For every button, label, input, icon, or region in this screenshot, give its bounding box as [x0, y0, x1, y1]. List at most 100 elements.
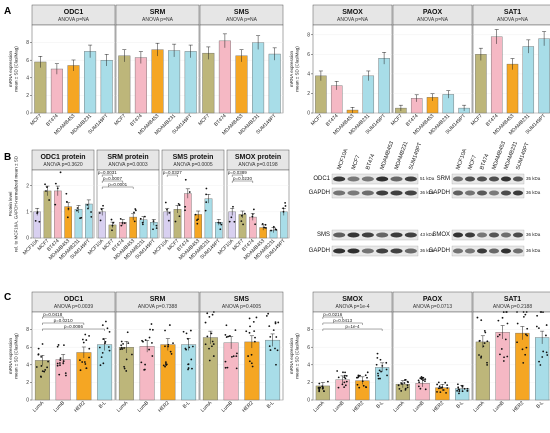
data-point — [466, 387, 469, 390]
data-point — [406, 380, 409, 383]
blot-strip — [451, 187, 525, 199]
y-tick-label: 2 — [26, 380, 29, 386]
bar — [184, 51, 197, 114]
data-point — [102, 204, 104, 207]
data-point — [250, 353, 253, 356]
data-point — [234, 329, 237, 332]
data-point — [83, 361, 86, 363]
data-point — [386, 374, 388, 377]
data-point — [318, 382, 321, 385]
facet-title: PAOX — [423, 9, 443, 16]
x-tick-label: LumA — [116, 400, 130, 414]
data-point — [457, 386, 460, 389]
data-point — [225, 336, 228, 338]
y-tick-label: 6 — [26, 345, 29, 351]
data-point — [235, 355, 238, 358]
data-point — [169, 350, 172, 353]
p-value-label: p=0.0230 — [233, 176, 252, 181]
blot-band — [476, 176, 488, 182]
bar — [202, 337, 218, 401]
data-point — [34, 219, 37, 222]
data-point — [189, 329, 192, 332]
x-tick-label: B-L — [375, 400, 385, 410]
data-point — [274, 228, 277, 231]
data-point — [127, 342, 130, 344]
data-point — [86, 203, 89, 206]
data-point — [111, 229, 113, 232]
blot-band — [512, 176, 524, 182]
data-point — [536, 314, 539, 317]
data-point — [499, 353, 501, 356]
data-point — [456, 383, 459, 386]
data-point — [522, 315, 525, 318]
data-point — [345, 380, 348, 383]
data-point — [170, 353, 173, 355]
y-tick-label: 4 — [26, 75, 29, 81]
data-point — [90, 211, 92, 213]
data-point — [84, 363, 87, 365]
data-point — [497, 319, 500, 322]
data-point — [187, 363, 189, 366]
data-point — [219, 222, 222, 224]
x-tick-label: LumB — [412, 400, 426, 414]
data-point — [120, 224, 123, 227]
data-point — [144, 363, 146, 366]
data-point — [151, 342, 153, 344]
x-tick-label: B-L — [98, 400, 108, 410]
data-point — [419, 387, 422, 390]
data-point — [59, 362, 61, 364]
facet-plot-area — [96, 169, 160, 239]
data-point — [361, 380, 364, 383]
data-point — [191, 345, 194, 348]
data-point — [65, 192, 68, 195]
data-point — [164, 201, 167, 204]
data-point — [264, 223, 267, 226]
x-tick-label: LumB — [137, 400, 151, 414]
data-point — [356, 383, 359, 386]
bar — [202, 52, 215, 114]
data-point — [164, 361, 167, 364]
data-point — [165, 363, 168, 366]
data-point — [152, 228, 154, 231]
data-point — [182, 330, 185, 333]
data-point — [375, 363, 378, 366]
data-point — [141, 223, 144, 226]
data-point — [345, 374, 348, 377]
data-point — [187, 367, 190, 369]
facet-title: SRM — [150, 296, 166, 303]
data-point — [164, 329, 166, 332]
data-point — [35, 366, 38, 368]
data-point — [248, 360, 251, 363]
facet-title: SAT1 — [504, 9, 521, 16]
data-point — [242, 223, 244, 226]
significance-bracket — [322, 328, 383, 331]
data-point — [362, 384, 365, 387]
data-point — [525, 346, 528, 349]
data-point — [143, 215, 146, 218]
data-point — [535, 325, 538, 328]
blot-band — [404, 248, 417, 254]
data-point — [270, 229, 272, 232]
bar — [160, 344, 176, 401]
bar — [362, 75, 375, 114]
data-point — [232, 355, 235, 358]
data-point — [254, 223, 257, 226]
y-tick-label: 8 — [307, 32, 310, 38]
blot-band — [376, 232, 389, 238]
data-point — [224, 333, 227, 336]
blot-strip — [331, 187, 419, 199]
data-point — [456, 389, 459, 392]
data-point — [139, 217, 142, 220]
data-point — [217, 221, 220, 224]
bar — [495, 332, 510, 401]
data-point — [366, 376, 368, 379]
bar — [475, 341, 490, 401]
data-point — [478, 340, 481, 342]
data-point — [151, 355, 154, 357]
bar — [151, 49, 164, 114]
data-point — [172, 342, 174, 345]
